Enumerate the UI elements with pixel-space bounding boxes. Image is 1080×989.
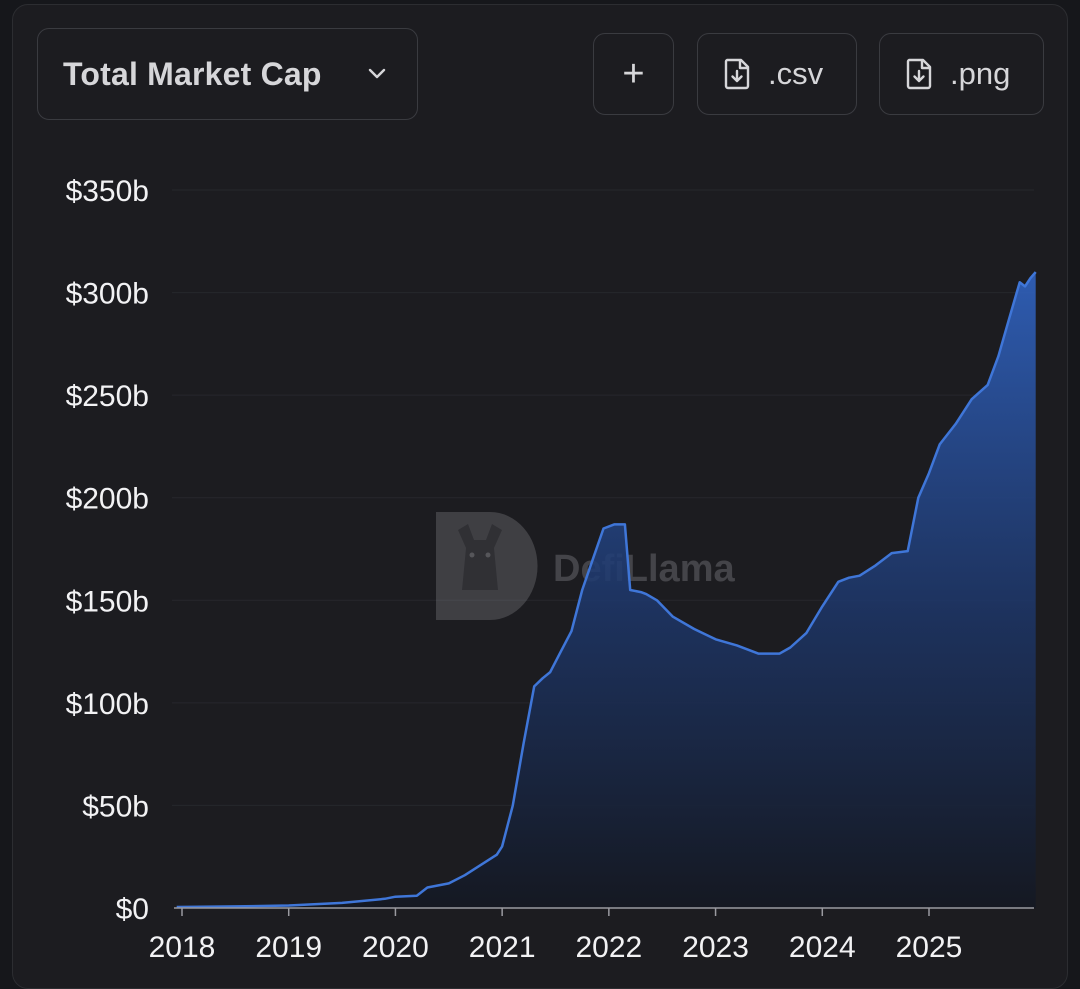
file-download-icon [906,58,932,90]
x-tick-label: 2024 [789,931,856,964]
y-tick-label: $50b [82,790,149,823]
chart-toolbar: Total Market Cap + .csv .png [0,0,1080,130]
download-csv-button[interactable]: .csv [697,33,857,115]
x-tick-label: 2021 [469,931,536,964]
x-tick-label: 2019 [255,931,322,964]
defillama-watermark: DefiLlama [436,512,735,620]
llama-logo-icon [436,512,538,620]
y-tick-label: $100b [66,688,149,721]
x-tick-label: 2023 [682,931,749,964]
file-download-icon [724,58,750,90]
metric-dropdown-label: Total Market Cap [63,55,322,92]
x-tick-label: 2018 [149,931,216,964]
y-tick-label: $350b [66,175,149,208]
y-tick-label: $150b [66,585,149,618]
chevron-down-icon [368,68,386,79]
y-tick-label: $250b [66,380,149,413]
x-tick-label: 2025 [896,931,963,964]
add-metric-button[interactable]: + [593,33,674,115]
grid-lines [172,189,1034,806]
x-tick-label: 2020 [362,931,429,964]
download-png-label: .png [950,56,1011,91]
area-fill [176,272,1036,909]
download-png-button[interactable]: .png [879,33,1044,115]
y-tick-label: $300b [66,278,149,311]
y-tick-label: $200b [66,483,149,516]
y-axis: $0 $50b $100b $150b $200b $250b $300b $350b [66,175,149,926]
x-tick-label: 2022 [575,931,642,964]
download-csv-label: .csv [768,56,824,91]
x-axis: 2018 2019 2020 2021 2022 2023 2024 2025 [149,908,963,964]
y-tick-label: $0 [116,893,149,926]
series-line [176,271,1037,909]
watermark-text: DefiLlama [553,548,735,590]
plus-icon: + [622,53,645,95]
metric-dropdown[interactable]: Total Market Cap [37,28,418,120]
